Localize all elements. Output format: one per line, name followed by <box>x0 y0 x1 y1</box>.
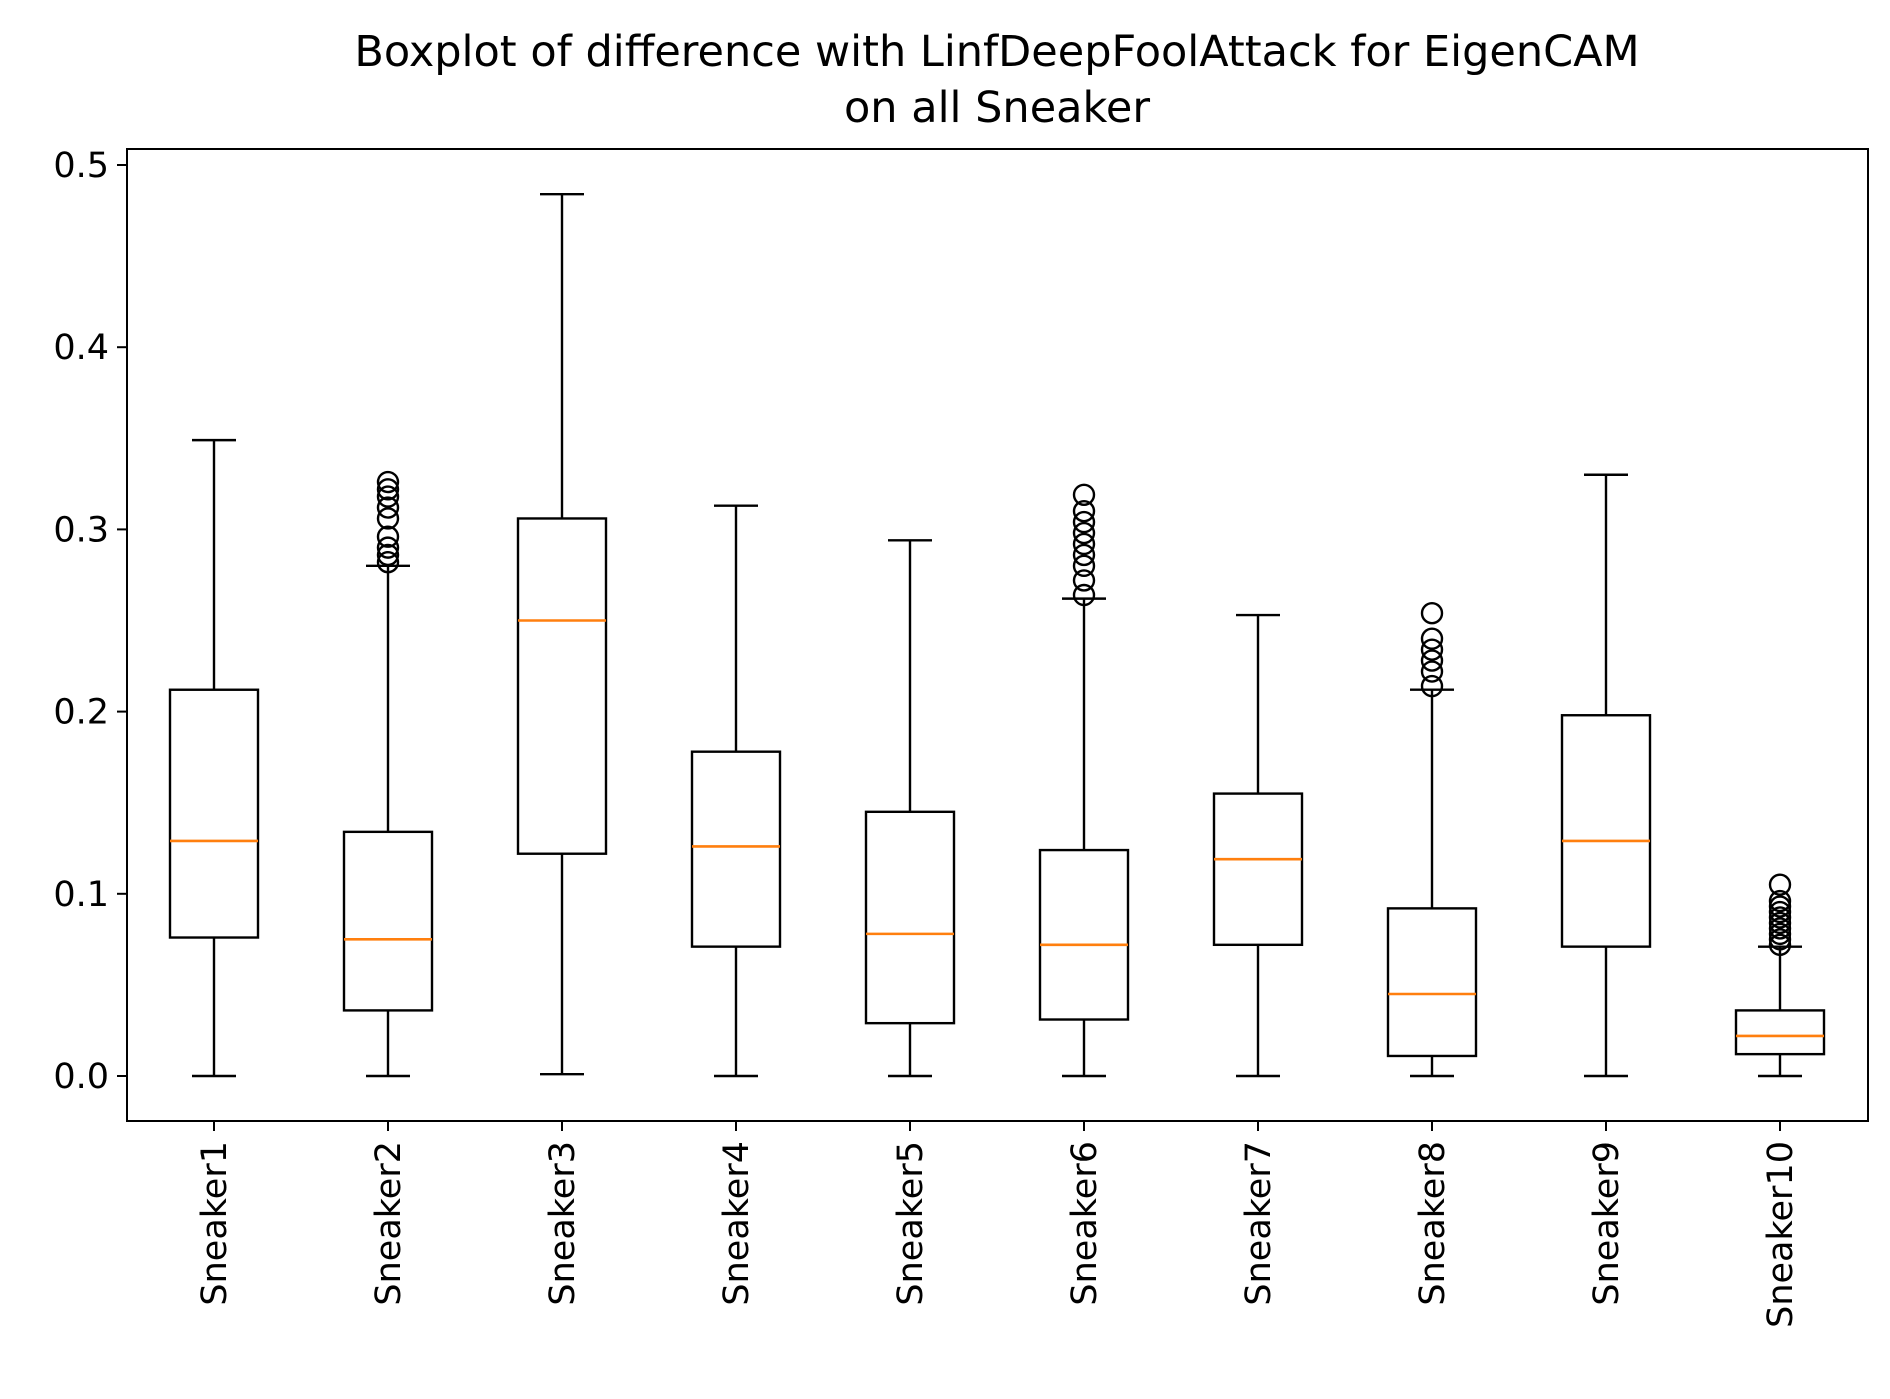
outlier-point <box>1768 895 1792 918</box>
outlier-point <box>376 543 400 567</box>
y-tick-label: 0.0 <box>53 1057 109 1097</box>
y-tick-label: 0.5 <box>53 146 109 186</box>
outlier-point <box>1768 911 1792 935</box>
outlier-point <box>1072 532 1096 556</box>
outlier-point <box>376 536 400 559</box>
outlier-point <box>1768 900 1792 924</box>
box <box>690 750 782 948</box>
box <box>168 688 260 939</box>
outlier-point <box>1420 602 1444 625</box>
outlier-point <box>1420 649 1444 672</box>
x-tick-label: Sneaker8 <box>1413 1141 1453 1306</box>
x-tick-label: Sneaker4 <box>717 1141 757 1306</box>
y-tick-label: 0.3 <box>53 510 109 550</box>
box <box>342 830 434 1012</box>
outlier-point <box>376 507 400 530</box>
outlier-point <box>1420 627 1444 650</box>
box-group-sneaker5 <box>864 539 956 1078</box>
box-group-sneaker1 <box>168 438 260 1078</box>
box-group-sneaker4 <box>690 504 782 1078</box>
outlier-point <box>1768 917 1792 940</box>
x-tick-label: Sneaker10 <box>1761 1141 1801 1328</box>
box-group-sneaker6 <box>1038 483 1130 1078</box>
box-group-sneaker2 <box>342 470 434 1078</box>
outlier-point <box>1072 499 1096 523</box>
plot-frame <box>126 148 1869 1122</box>
outlier-point <box>1072 510 1096 534</box>
x-tick-label: Sneaker1 <box>195 1141 235 1306</box>
box <box>864 810 956 1025</box>
x-axis: Sneaker1 Sneaker2 Sneaker3 Sneaker4 Sneaker5… <box>195 1121 1801 1328</box>
x-tick-label: Sneaker9 <box>1587 1141 1627 1306</box>
outlier-point <box>1420 674 1444 698</box>
x-tick-label: Sneaker6 <box>1065 1141 1105 1306</box>
plot-content <box>168 192 1826 1078</box>
outlier-point <box>1768 906 1792 929</box>
chart-title-line-2: on all Sneaker <box>844 83 1150 133</box>
outlier-point <box>1768 922 1792 946</box>
outlier-point <box>1072 583 1096 607</box>
outlier-point <box>1768 889 1792 913</box>
outlier-point <box>1072 543 1096 567</box>
outlier-point <box>376 470 400 494</box>
box <box>1212 792 1304 947</box>
box-group-sneaker7 <box>1212 613 1304 1078</box>
box <box>1560 714 1652 948</box>
outlier-point <box>1768 873 1792 896</box>
outlier-point <box>1072 521 1096 545</box>
box <box>1386 907 1478 1058</box>
y-tick-label: 0.1 <box>53 875 109 915</box>
outlier-point <box>376 550 400 574</box>
x-tick-label: Sneaker3 <box>543 1141 583 1306</box>
y-tick-label: 0.2 <box>53 693 109 733</box>
outlier-point <box>1072 569 1096 592</box>
x-tick-label: Sneaker2 <box>369 1141 409 1306</box>
outlier-point <box>1768 928 1792 951</box>
outlier-point <box>1768 933 1792 957</box>
outlier-point <box>376 478 400 501</box>
y-tick-label: 0.4 <box>53 328 109 368</box>
box <box>516 517 608 855</box>
x-tick-label: Sneaker5 <box>891 1141 931 1306</box>
x-tick-label: Sneaker7 <box>1239 1141 1279 1306</box>
box-group-sneaker3 <box>516 192 608 1076</box>
box-group-sneaker10 <box>1734 873 1826 1078</box>
outlier-point <box>1072 554 1096 578</box>
outlier-point <box>1420 660 1444 683</box>
box <box>1038 848 1130 1021</box>
box-group-sneaker9 <box>1560 473 1652 1078</box>
box <box>1734 1009 1826 1056</box>
outlier-point <box>1420 638 1444 661</box>
outlier-point <box>1072 483 1096 506</box>
outlier-point <box>376 496 400 519</box>
y-axis: 0.0 0.1 0.2 0.3 0.4 0.5 <box>53 146 127 1097</box>
outlier-point <box>376 525 400 548</box>
outlier-point <box>376 485 400 508</box>
chart-title-line-1: Boxplot of difference with LinfDeepFoolA… <box>354 27 1639 77</box>
box-group-sneaker8 <box>1386 602 1478 1078</box>
